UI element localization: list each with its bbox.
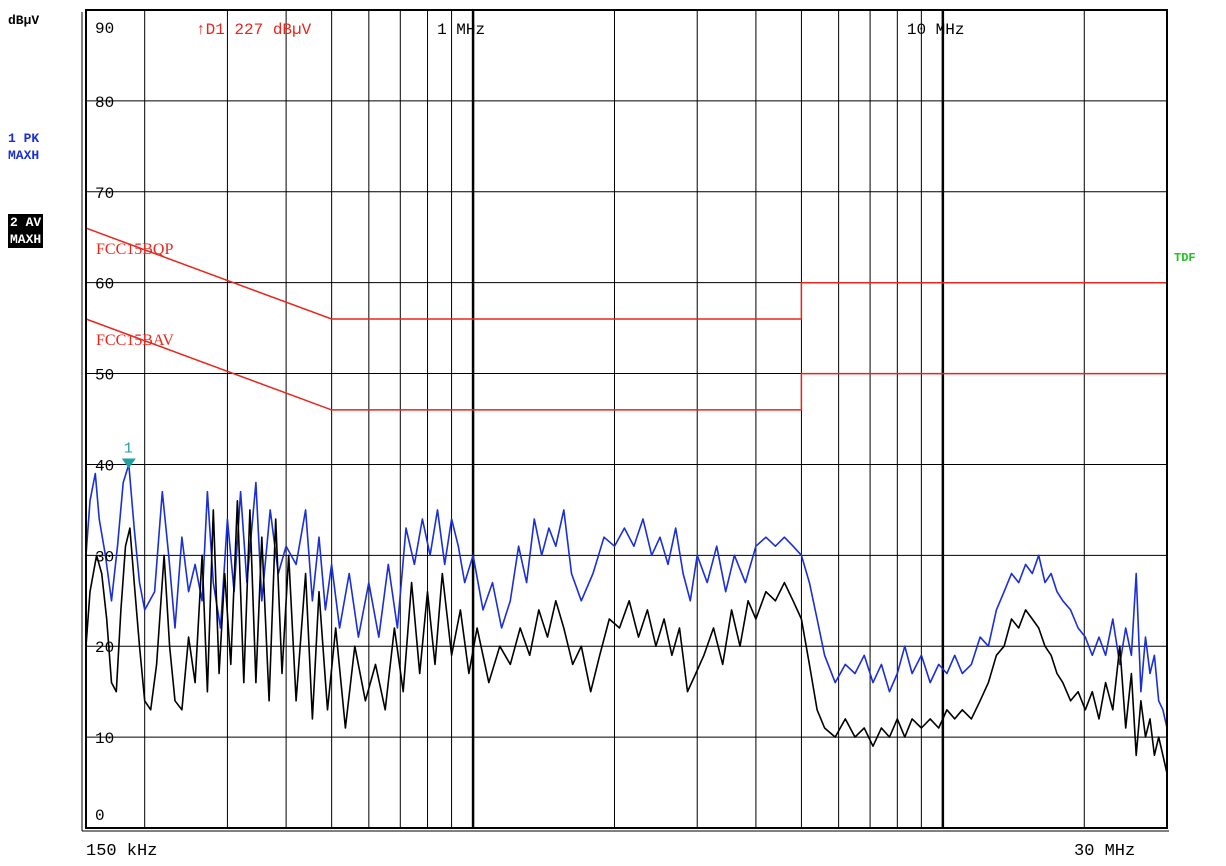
y-tick-label: 60 — [95, 276, 114, 294]
plot-frame — [85, 9, 1168, 829]
y-tick-label: 90 — [95, 20, 114, 38]
trace2-mode: MAXH — [10, 232, 42, 247]
y-tick-label: 70 — [95, 185, 114, 203]
y-tick-label: 30 — [95, 548, 114, 566]
trace-2 — [85, 499, 1168, 774]
limit-line-label: FCC15BQP — [96, 241, 173, 258]
limit-line-label: FCC15BAV — [96, 332, 174, 349]
y-tick-label: 20 — [95, 639, 114, 657]
trace2-label: 2 AV MAXH — [8, 214, 44, 248]
y-tick-label: 50 — [95, 367, 114, 385]
tdf-label: TDF — [1174, 251, 1196, 265]
limit-line-fcc15bav — [85, 318, 1167, 411]
trace1-detector: 1 PK — [8, 131, 40, 146]
marker-1-icon — [121, 458, 136, 469]
y-tick-label: 0 — [95, 807, 105, 825]
x-tick-label: 10 MHz — [907, 21, 965, 39]
marker-label: 1 — [124, 440, 133, 457]
traces — [85, 463, 1168, 774]
y-unit-label: dBµV — [8, 13, 40, 28]
y-tick-label: 80 — [95, 94, 114, 112]
limit-lines — [85, 227, 1167, 411]
tick-labels: 0 10 20 30 40 50 60 70 80 90 1 MHz 10 MHz FCC15BQP FC… — [95, 20, 964, 825]
grid-lines — [86, 10, 1168, 828]
trace1-label: 1 PK MAXH — [8, 130, 39, 164]
trace-1 — [85, 463, 1168, 729]
start-frequency-label: 150 kHz — [86, 842, 158, 861]
y-tick-label: 10 — [95, 730, 114, 748]
trace2-detector: 2 AV — [10, 215, 42, 230]
y-tick-label: 40 — [95, 457, 114, 475]
trace1-mode: MAXH — [8, 148, 40, 163]
limit-line-fcc15bqp — [85, 227, 1167, 320]
stop-frequency-label: 30 MHz — [1074, 842, 1136, 861]
delta-readout: ↑D1 227 dBµV — [196, 21, 312, 39]
x-tick-label: 1 MHz — [437, 21, 485, 39]
